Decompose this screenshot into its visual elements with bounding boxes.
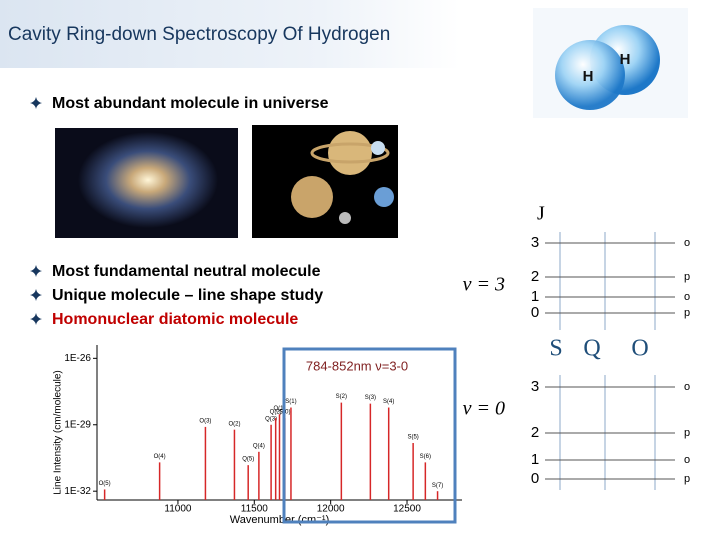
vibrational-label: ν = 3 [463, 274, 505, 296]
j-label: 2 [531, 268, 539, 285]
line-label: Q(2) [270, 410, 282, 416]
x-tick-label: 11000 [164, 504, 192, 515]
line-label: O(3) [199, 418, 211, 424]
parity-label: o [684, 237, 690, 249]
parity-label: p [684, 307, 690, 319]
annotation: 784-852nm ν=3-0 [306, 358, 408, 373]
j-label: 3 [531, 234, 539, 251]
line-label: Q(4) [253, 443, 265, 449]
j-label: 3 [531, 378, 539, 395]
j-label: 1 [531, 288, 539, 305]
line-label: O(4) [154, 454, 166, 460]
parity-label: o [684, 454, 690, 466]
y-axis-label: Line Intensity (cm/molecule) [53, 370, 64, 495]
branch-label: S [549, 336, 562, 362]
parity-label: o [684, 291, 690, 303]
galaxy-image [55, 128, 238, 238]
parity-label: p [684, 473, 690, 485]
x-tick-label: 12500 [393, 504, 421, 515]
line-label: S(3) [365, 395, 376, 401]
planets-image [252, 125, 398, 238]
line-label: O(5) [99, 481, 111, 487]
parity-label: p [684, 427, 690, 439]
branch-label: Q [583, 336, 600, 362]
line-label: S(2) [336, 394, 347, 400]
bullet-text: Most fundamental neutral molecule [52, 263, 321, 280]
branch-label: O [631, 336, 648, 362]
line-label: S(7) [432, 483, 443, 489]
bullet-text: Unique molecule – line shape study [52, 287, 323, 304]
molecule-image: H H [533, 8, 688, 118]
bullet-text: Most abundant molecule in universe [52, 95, 329, 112]
bullet-icon [30, 97, 42, 109]
bullet-icon [30, 289, 42, 301]
line-label: O(2) [228, 421, 240, 427]
j-label: 1 [531, 451, 539, 468]
x-tick-label: 12000 [317, 504, 345, 515]
parity-label: p [684, 271, 690, 283]
line-label: Q(5) [242, 457, 254, 463]
y-tick-label: 1E-29 [64, 419, 91, 430]
atom-label: H [620, 51, 631, 68]
spectrum-chart: 11000 11500 12000 12500 1E-26 1E-29 1E-32 Waven… [53, 345, 462, 526]
annotation-box [282, 347, 457, 524]
header-band [0, 0, 460, 68]
line-label: Q(3) [265, 416, 277, 422]
x-tick-label: 11500 [241, 504, 269, 515]
line-label: S(4) [383, 399, 394, 405]
bullet-icon [30, 265, 42, 277]
y-tick-label: 1E-26 [64, 353, 91, 364]
vibrational-label: ν = 0 [463, 398, 505, 420]
bullet-icon [30, 313, 42, 325]
energy-diagram: J S Q Oν = 3 3 o 2 p 1 o 0 p ν = 0 3 o 2 p 1 o 0 p [463, 203, 690, 490]
line-label: Q(1) [274, 406, 286, 412]
atom-label: H [583, 68, 594, 85]
j-label: 2 [531, 424, 539, 441]
line-label: S(5) [407, 435, 418, 441]
x-axis-label: Wavenumber (cm⁻¹) [230, 514, 330, 526]
j-label: 0 [531, 304, 539, 321]
y-tick-label: 1E-32 [64, 486, 91, 497]
j-header: J [537, 203, 545, 225]
line-label: S(6) [420, 454, 431, 460]
line-label: S(1) [285, 399, 296, 405]
j-label: 0 [531, 470, 539, 487]
parity-label: o [684, 381, 690, 393]
bullet-text: Homonuclear diatomic molecule [52, 311, 298, 328]
slide-title: Cavity Ring-down Spectroscopy Of Hydroge… [8, 24, 390, 45]
